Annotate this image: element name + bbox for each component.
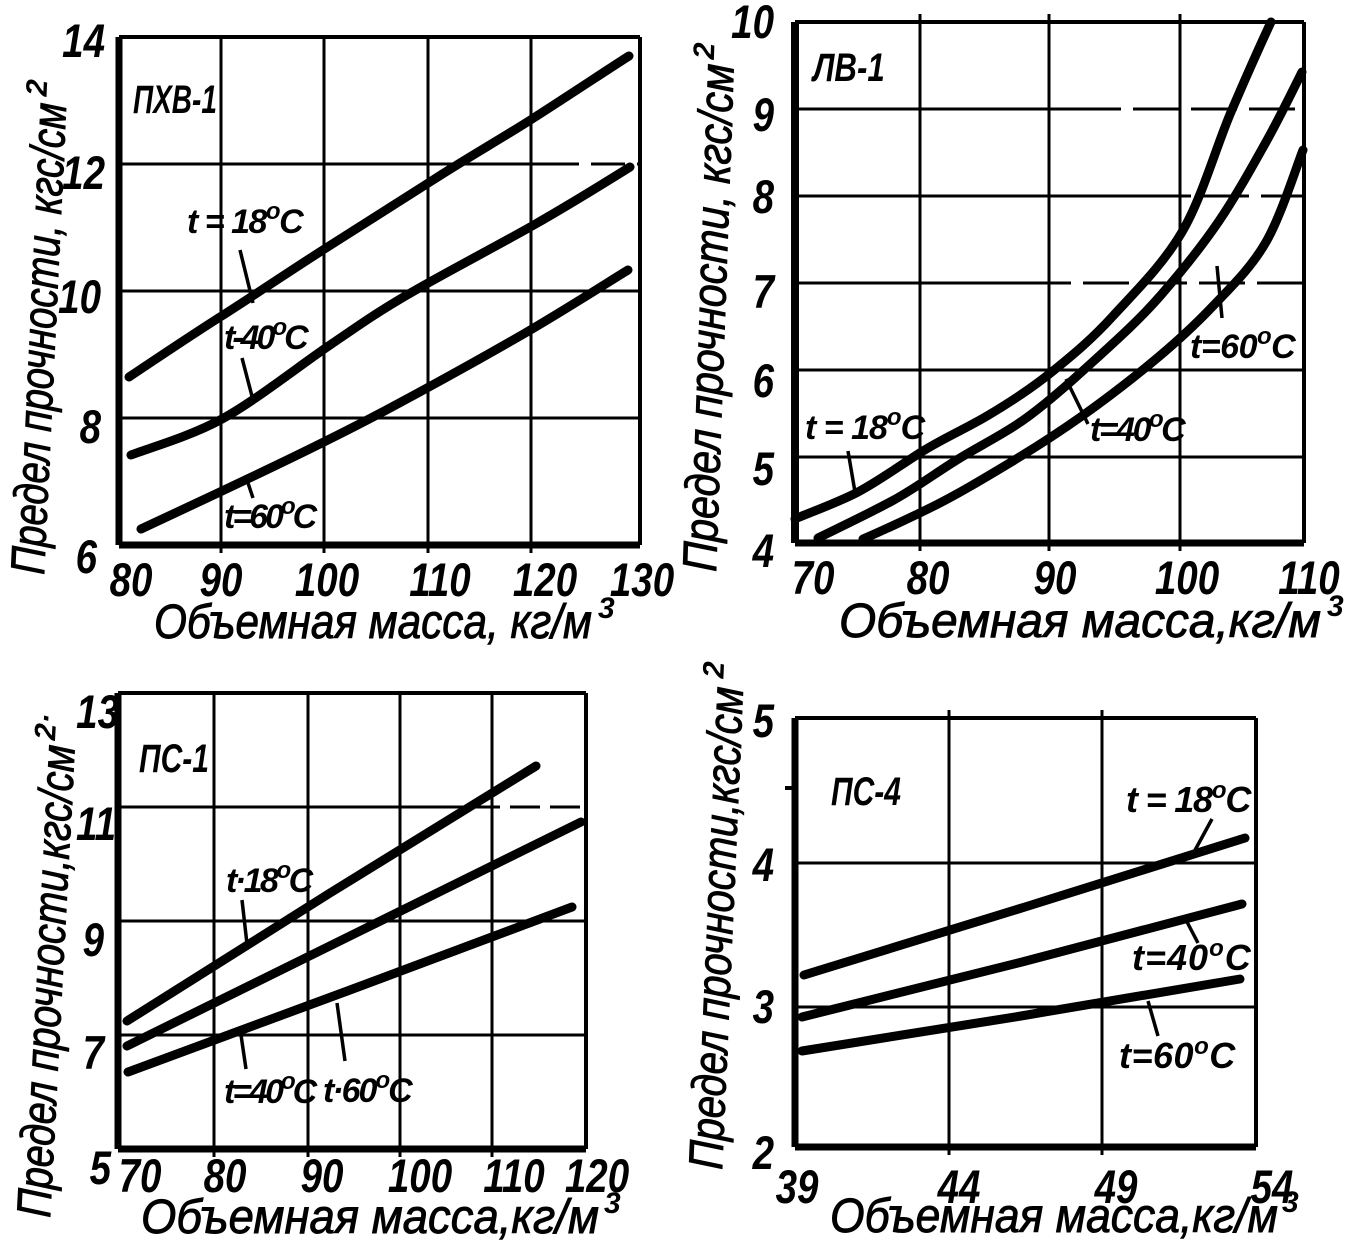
svg-text:11: 11 [76, 798, 116, 850]
svg-text:80: 80 [907, 552, 950, 604]
svg-text:t=40oC: t=40oC [1090, 406, 1186, 449]
svg-text:t = 18oC: t = 18oC [1126, 777, 1252, 820]
svg-text:90: 90 [1034, 552, 1077, 604]
svg-text:3: 3 [1282, 1186, 1299, 1219]
svg-text:100: 100 [388, 1150, 452, 1202]
svg-text:110: 110 [1278, 552, 1340, 604]
svg-text:54: 54 [1251, 1161, 1294, 1213]
svg-text:3: 3 [604, 1187, 621, 1220]
svg-text:70: 70 [119, 1150, 162, 1202]
svg-text:9: 9 [753, 89, 775, 141]
svg-text:Объемная масса, кг/м: Объемная масса, кг/м [154, 596, 592, 649]
svg-text:t-40oC: t-40oC [224, 314, 309, 357]
svg-text:ЛВ-1: ЛВ-1 [810, 45, 884, 90]
svg-text:t = 18oC: t = 18oC [805, 404, 926, 447]
svg-text:t=60oC: t=60oC [224, 493, 318, 536]
svg-text:2: 2 [688, 42, 722, 61]
svg-text:t = 18oC: t = 18oC [187, 198, 304, 241]
svg-text:39: 39 [776, 1161, 819, 1213]
svg-text:t·60oC: t·60oC [323, 1067, 413, 1110]
svg-text:10: 10 [58, 271, 101, 323]
svg-text:6: 6 [753, 355, 775, 407]
svg-text:12: 12 [62, 147, 105, 199]
svg-text:2: 2 [752, 1127, 774, 1179]
svg-text:80: 80 [204, 1150, 247, 1202]
svg-text:Объемная масса,кг/м: Объемная масса,кг/м [141, 1191, 599, 1244]
svg-text:3: 3 [1327, 590, 1344, 623]
svg-text:100: 100 [1155, 552, 1219, 604]
svg-text:90: 90 [200, 554, 243, 606]
svg-text:t=40oC: t=40oC [224, 1068, 318, 1111]
svg-text:5: 5 [753, 443, 775, 495]
svg-text:Объемная масса,кг/м: Объемная масса,кг/м [830, 1190, 1278, 1243]
svg-text:2: 2 [697, 660, 731, 679]
svg-text:90: 90 [301, 1150, 344, 1202]
svg-text:80: 80 [110, 554, 153, 606]
svg-text:3: 3 [598, 592, 615, 625]
svg-text:8: 8 [753, 171, 775, 223]
svg-text:2·: 2· [29, 713, 63, 742]
svg-text:110: 110 [409, 554, 471, 606]
svg-text:130: 130 [610, 554, 674, 606]
svg-text:10: 10 [731, 0, 774, 49]
svg-text:14: 14 [62, 15, 105, 67]
svg-text:4: 4 [752, 839, 774, 891]
svg-text:5: 5 [753, 695, 775, 747]
svg-text:8: 8 [80, 401, 102, 453]
svg-text:5: 5 [90, 1142, 112, 1194]
svg-text:6: 6 [76, 531, 98, 583]
svg-text:70: 70 [792, 552, 835, 604]
svg-text:t=60oC: t=60oC [1190, 323, 1296, 366]
svg-text:Объемная масса,кг/м: Объемная масса,кг/м [839, 595, 1321, 648]
svg-text:49: 49 [1094, 1161, 1138, 1213]
svg-text:7: 7 [753, 266, 776, 318]
svg-text:4: 4 [752, 525, 774, 577]
svg-text:3: 3 [753, 981, 775, 1033]
svg-text:100: 100 [295, 554, 359, 606]
svg-text:ПС-4: ПС-4 [831, 770, 901, 814]
svg-text:t·18oC: t·18oC [226, 857, 314, 900]
svg-text:2: 2 [21, 78, 55, 98]
svg-text:t=60oC: t=60oC [1119, 1033, 1236, 1076]
svg-text:ПС-1: ПС-1 [139, 737, 209, 781]
svg-text:ПХВ-1: ПХВ-1 [133, 78, 217, 122]
svg-text:9: 9 [83, 914, 105, 966]
svg-text:7: 7 [83, 1027, 106, 1079]
svg-text:120: 120 [513, 554, 577, 606]
svg-text:13: 13 [76, 686, 119, 738]
svg-text:110: 110 [483, 1150, 545, 1202]
svg-text:t=40oC: t=40oC [1132, 935, 1252, 978]
svg-text:120: 120 [565, 1150, 629, 1202]
svg-text:44: 44 [937, 1161, 981, 1213]
